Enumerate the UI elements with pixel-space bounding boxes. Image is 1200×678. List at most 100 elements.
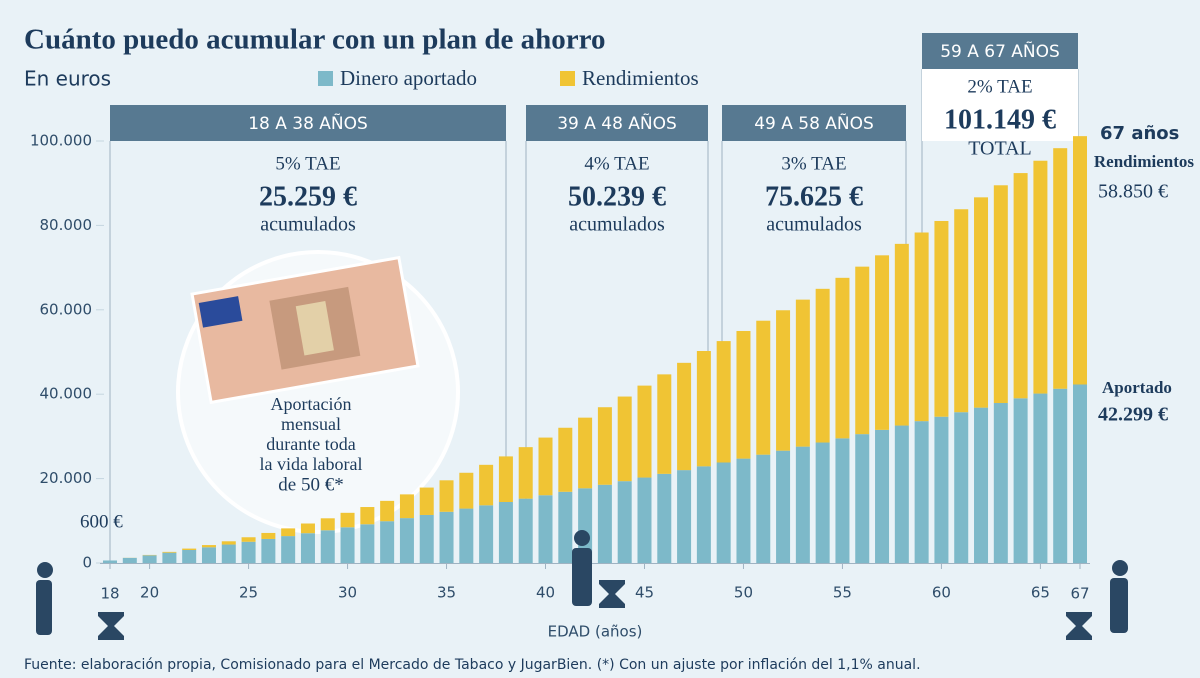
phase-rate: 4% TAE: [584, 153, 649, 174]
bar-segment: [954, 209, 969, 413]
bar-segment: [657, 374, 672, 474]
circle-text: mensual: [281, 414, 341, 434]
phase-amount: 50.239 €: [568, 181, 666, 212]
bar-segment: [182, 548, 197, 550]
bar-segment: [835, 438, 850, 563]
person-body: [572, 548, 592, 606]
person-head: [574, 530, 590, 546]
bar-segment: [578, 417, 593, 489]
hourglass: [599, 580, 625, 608]
bar-segment: [716, 462, 731, 563]
bar-segment: [320, 518, 335, 531]
end-returns: 58.850 €: [1098, 181, 1168, 203]
bar-segment: [241, 537, 256, 542]
phase-header: [526, 105, 708, 141]
bar-segment: [736, 330, 751, 459]
hourglass-icons: [98, 580, 1092, 640]
bar-segment: [103, 560, 117, 563]
bar-segment: [637, 477, 652, 563]
phase-label: 18 A 38 AÑOS: [248, 112, 368, 134]
person-head: [1112, 560, 1128, 576]
bar-segment: [875, 255, 890, 430]
bar-segment: [498, 501, 513, 563]
phase-label: 59 A 67 AÑOS: [940, 40, 1060, 62]
bar-segment: [380, 521, 395, 563]
bar-segment: [1013, 398, 1028, 563]
bar-segment: [300, 523, 315, 534]
phase-header: [110, 105, 506, 141]
x-tick-label: 50: [734, 584, 753, 602]
bar-segment: [281, 528, 296, 537]
phase-header: [922, 33, 1078, 69]
bar-segment: [756, 320, 771, 455]
bar-segment: [221, 541, 236, 545]
bar-segment: [261, 538, 276, 563]
bar-segment: [1073, 136, 1087, 385]
bar-segment: [795, 299, 810, 447]
x-tick-label: 40: [536, 584, 555, 602]
bar-segment: [419, 487, 434, 515]
bar-segment: [459, 472, 474, 509]
x-tick-label: 65: [1031, 584, 1050, 602]
bar-segment: [380, 500, 395, 522]
bar-segment: [736, 458, 751, 563]
bar-segment: [182, 549, 197, 563]
bar-segment: [221, 544, 236, 563]
bar-segment: [894, 425, 909, 563]
phase-panel: [922, 69, 1078, 141]
bar-segment: [677, 362, 692, 471]
x-tick-label: 25: [239, 584, 258, 602]
legend-label: Rendimientos: [582, 66, 699, 90]
bar-segment: [696, 466, 711, 563]
legend-swatch: [318, 71, 333, 86]
phase-note: acumulados: [569, 214, 665, 236]
end-age: 67 años: [1100, 123, 1179, 144]
bar-segment: [657, 473, 672, 563]
bar-segment: [419, 514, 434, 563]
chart-title: Cuánto puedo acumular con un plan de aho…: [24, 24, 605, 56]
bar-segment: [716, 341, 731, 463]
bar-segment: [993, 185, 1008, 404]
x-tick-label: 67: [1070, 585, 1089, 603]
circle-text: Aportación: [271, 394, 352, 414]
bar-segment: [360, 524, 375, 563]
bar-segment: [1053, 388, 1068, 563]
phase-rate: 3% TAE: [781, 153, 846, 174]
x-tick-label: 60: [932, 584, 951, 602]
bar-segment: [677, 470, 692, 563]
phase-amount: 25.259 €: [259, 181, 357, 212]
y-tick-label: 40.000: [40, 385, 93, 403]
bar-segment: [122, 557, 137, 563]
bar-segment: [201, 547, 216, 563]
bar-segment: [439, 480, 454, 512]
bar-segment: [974, 407, 989, 563]
bar-segment: [934, 220, 949, 417]
phase-amount: 101.149 €: [944, 104, 1056, 135]
bar-segment: [399, 494, 414, 519]
bar-segment: [479, 464, 494, 506]
y-tick-label: 20.000: [40, 469, 93, 487]
bar-segment: [142, 555, 157, 563]
bar-segment: [696, 350, 711, 467]
phase-rate: 2% TAE: [967, 76, 1032, 97]
x-tick-label: 55: [833, 584, 852, 602]
bar-segment: [637, 385, 652, 478]
bar-segment: [558, 427, 573, 492]
bar-segment: [597, 407, 612, 485]
phase-note: acumulados: [766, 214, 862, 236]
bar-segment: [300, 533, 315, 563]
circle-text: de 50 €*: [278, 474, 343, 495]
bar-segment: [855, 266, 870, 435]
bar-segment: [795, 446, 810, 563]
x-tick-label: 18: [100, 585, 119, 603]
person-icons: [36, 530, 1128, 635]
bar-segment: [1013, 173, 1028, 399]
phase-label: 49 A 58 AÑOS: [754, 112, 874, 134]
bar-segment: [518, 447, 533, 499]
bar-segment: [558, 491, 573, 563]
x-tick-label: 20: [140, 584, 159, 602]
phase-note: TOTAL: [968, 138, 1032, 160]
bar-segment: [479, 505, 494, 563]
hourglass: [1066, 612, 1092, 640]
bar-segment: [617, 481, 632, 563]
